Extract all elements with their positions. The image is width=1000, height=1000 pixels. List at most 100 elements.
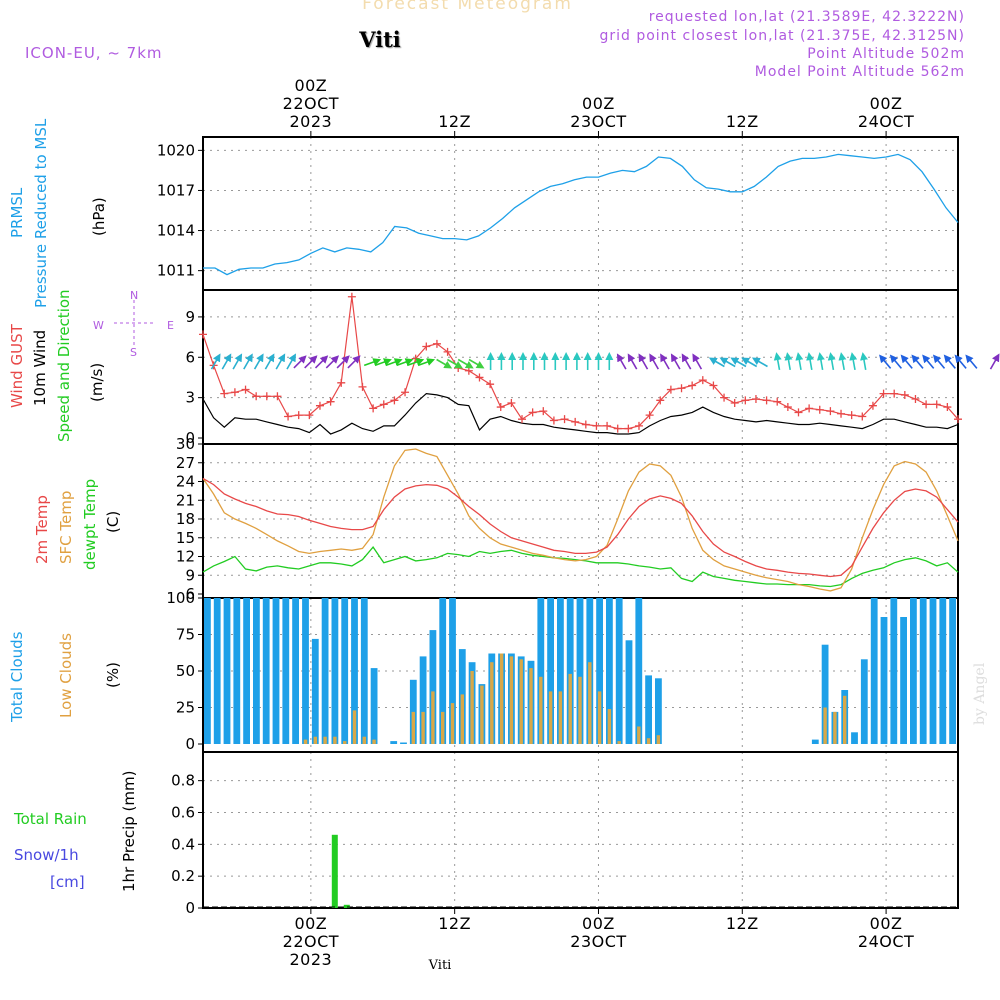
total-cloud-bar: [213, 598, 221, 744]
wind-gust-marker: [805, 404, 814, 413]
wind-direction-arrow: [417, 358, 436, 367]
wind-gust-marker: [539, 407, 548, 416]
top-time-label: 00Z: [582, 94, 615, 113]
total-cloud-bar: [851, 732, 858, 744]
wind-direction-arrow: [232, 353, 243, 370]
wind-direction-arrow: [436, 358, 453, 369]
wind-gust-marker: [294, 411, 303, 420]
total-cloud-bar: [576, 598, 584, 744]
wind-gust-marker: [199, 330, 207, 339]
wind-direction-arrow: [660, 353, 670, 370]
bottom-time-label: 2023: [289, 950, 332, 969]
wind-gust-marker: [262, 392, 271, 401]
total-cloud-bar: [606, 598, 613, 744]
bottom-time-label: 12Z: [726, 914, 759, 933]
rain-bar: [331, 834, 338, 908]
wind-gust-marker: [868, 401, 877, 410]
y-tick-label: 30: [176, 435, 195, 453]
wind-gust-marker: [720, 393, 729, 402]
compass-n: N: [130, 289, 139, 302]
total-cloud-bar: [537, 598, 545, 744]
compass-s: S: [130, 346, 137, 359]
total-cloud-bar: [321, 598, 329, 744]
wind-direction-arrow: [616, 353, 627, 370]
y-tick-label: 75: [176, 626, 195, 644]
total-cloud-bar: [655, 678, 662, 744]
y-tick-label: 1017: [157, 181, 195, 199]
total-cloud-bar: [929, 598, 937, 744]
total-cloud-bar: [645, 675, 652, 744]
bottom-time-label: 22OCT: [283, 932, 339, 951]
wind-gust-marker: [560, 415, 569, 424]
wind-gust-marker: [815, 405, 824, 414]
wind-gust-marker: [911, 394, 920, 403]
wind-direction-arrow: [396, 358, 414, 367]
y-tick-label: 27: [176, 454, 195, 472]
grid-point-coords: grid point closest lon,lat (21.375E, 42.…: [599, 28, 965, 44]
wind-direction-arrow: [932, 354, 946, 369]
bottom-time-label: 12Z: [438, 914, 471, 933]
bottom-time-label: 00Z: [294, 914, 327, 933]
bottom-time-label: 00Z: [582, 914, 615, 933]
low-cloud-bar: [617, 741, 621, 744]
wind-direction-arrow: [286, 353, 296, 370]
bottom-time-label: 00Z: [870, 914, 903, 933]
low-cloud-bar: [843, 695, 847, 744]
y-tick-label: 18: [176, 510, 195, 528]
wind-direction-arrow: [692, 353, 703, 370]
low-cloud-bar: [499, 653, 504, 744]
wind-gust-marker: [401, 388, 410, 397]
total-cloud-bar: [351, 598, 358, 744]
total-cloud-bar: [635, 598, 643, 744]
total-cloud-bar: [204, 598, 211, 744]
wind-gust-marker: [443, 347, 452, 356]
wind-direction-arrow: [719, 357, 736, 368]
wind-gust-marker: [858, 412, 867, 421]
wind-direction-arrow: [293, 355, 307, 369]
low-cloud-bar: [607, 709, 612, 744]
low-cloud-bar: [578, 676, 582, 744]
wind-gust-marker: [837, 409, 846, 418]
wind-direction-arrow: [407, 358, 425, 367]
wind-direction-arrow: [708, 357, 725, 368]
total-cloud-bar: [302, 598, 309, 744]
low-cloud-bar: [568, 673, 572, 744]
wind-gust-marker: [773, 397, 782, 406]
wind-direction-arrow: [347, 355, 361, 369]
top-time-label: 24OCT: [858, 112, 914, 131]
total-cloud-bar: [449, 598, 456, 744]
low-cloud-bar: [431, 691, 435, 744]
wind-direction-arrow: [827, 352, 836, 371]
total-cloud-bar: [557, 598, 564, 744]
total-cloud-bar: [272, 598, 280, 744]
wind-direction-arrow: [922, 354, 935, 369]
low-cloud-bar: [450, 703, 455, 744]
total-cloud-bar: [900, 617, 907, 744]
wind-direction-arrow: [751, 357, 768, 368]
wind-direction-arrow: [325, 355, 340, 369]
total-cloud-bar: [919, 598, 927, 744]
wind-direction-arrow: [816, 352, 825, 371]
total-cloud-bar: [360, 598, 368, 744]
wind-gust-marker: [507, 399, 516, 408]
total-cloud-bar: [429, 630, 437, 744]
low-cloud-bar: [519, 659, 523, 744]
wind-direction-arrow: [989, 353, 1000, 370]
wind-gust-marker: [369, 404, 378, 413]
wind-gust-marker: [326, 397, 335, 406]
wind-direction-arrow: [681, 353, 692, 370]
wind-gust-marker: [751, 394, 760, 403]
y-tick-label: 0: [185, 429, 195, 447]
wind-direction-arrow: [374, 358, 392, 367]
total-cloud-bar: [223, 598, 231, 744]
low-cloud-bar: [509, 656, 514, 744]
wind-direction-arrow: [806, 352, 815, 371]
wind-direction-arrow: [253, 353, 264, 370]
low-cloud-bar: [343, 741, 347, 744]
snow-label: Snow/1h: [14, 846, 79, 864]
total-cloud-bar: [331, 598, 339, 744]
wind-direction-arrow: [795, 352, 804, 371]
y-tick-label: 1011: [157, 262, 195, 280]
wind-gust-marker: [730, 399, 739, 408]
total-cloud-bar: [949, 598, 956, 744]
